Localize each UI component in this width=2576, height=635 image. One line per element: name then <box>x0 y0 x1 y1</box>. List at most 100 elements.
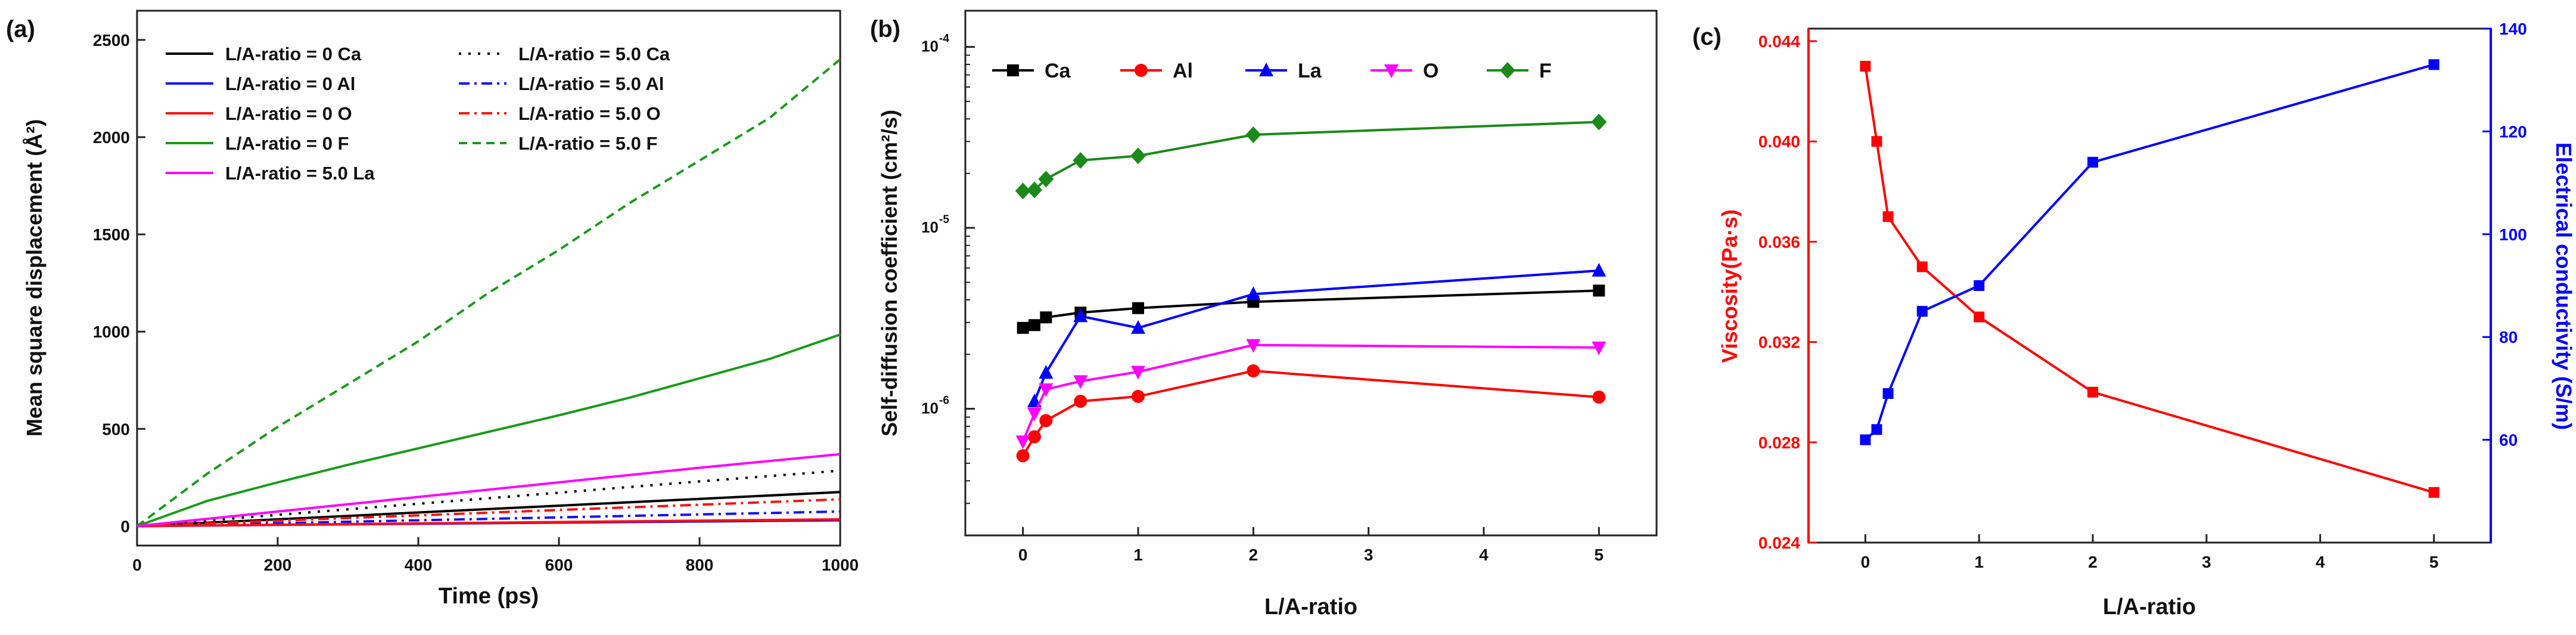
panel-b-data-point <box>1039 365 1054 379</box>
panel-b-y-tick-exponent: -5 <box>939 213 949 226</box>
panel-c-left-tick-label: 0.044 <box>1758 32 1800 51</box>
panel-a-legend-label: L/A-ratio = 5.0 La <box>225 163 375 184</box>
panel-c-x-tick-label: 0 <box>1861 553 1870 571</box>
panel-c-left-tick-label: 0.040 <box>1758 132 1800 151</box>
panel-a-legend: L/A-ratio = 0 Ca L/A-ratio = 0 Al L/A-rati… <box>166 44 670 184</box>
panel-b-data-point <box>1016 449 1030 463</box>
panel-b-legend-marker <box>1007 64 1019 76</box>
panel-c-data-point <box>1871 136 1882 147</box>
panel-c-data-point <box>1882 211 1894 222</box>
panel-a-legend-label: L/A-ratio = 5.0 F <box>518 133 657 154</box>
panel-a-y-tick-label: 1500 <box>93 225 130 244</box>
panel-a-legend-label: L/A-ratio = 5.0 O <box>518 103 661 124</box>
panel-b-y-tick-exponent: -4 <box>939 33 949 45</box>
panel-c-data-point <box>2428 59 2440 70</box>
panel-b-data-point <box>1592 391 1606 404</box>
panel-b-legend-marker <box>1384 64 1399 78</box>
panel-a-series <box>136 58 841 528</box>
panel-b-legend-marker <box>1135 64 1148 77</box>
panel-a-x-tick-label: 800 <box>686 556 714 574</box>
panel-a-x-tick-label: 1000 <box>822 556 859 574</box>
panel-c-x-axis-title: L/A-ratio <box>2103 594 2196 619</box>
panel-b-data-point <box>1132 302 1144 314</box>
panel-a-x-axis-title: Time (ps) <box>439 584 539 609</box>
panel-b-series <box>1015 113 1607 463</box>
panel-c-data-point <box>1916 261 1928 272</box>
panel-c-x-tick-label: 5 <box>2429 553 2439 571</box>
panel-a-legend-label: L/A-ratio = 0 Ca <box>225 44 362 64</box>
panel-b-legend-label: Ca <box>1045 60 1071 82</box>
panel-a-legend-label: L/A-ratio = 0 F <box>225 133 349 154</box>
panel-c-left-axis-title: Viscosity(Pa·s) <box>1717 209 1742 363</box>
panel-c-data-point <box>1974 280 1985 291</box>
panel-a-y-tick-label: 2000 <box>93 128 130 147</box>
panel-a-series-line <box>136 498 841 528</box>
panel-c-left-tick-label: 0.028 <box>1758 433 1800 452</box>
panel-b-data-point <box>1039 383 1054 398</box>
panel-c-left-tick-label: 0.036 <box>1758 233 1800 251</box>
panel-a-y-tick-label: 0 <box>120 517 130 535</box>
panel-b-legend-marker <box>1259 63 1273 76</box>
panel-c-x-tick-label: 1 <box>1974 553 1984 571</box>
panel-b-x-tick-label: 2 <box>1249 546 1259 564</box>
panel-c-data-point <box>2087 157 2099 168</box>
panel-a-plot-frame <box>136 10 841 547</box>
panel-c-data-point <box>1974 311 1985 323</box>
panel-c-series-line <box>1865 63 2435 441</box>
panel-c-right-tick-label: 80 <box>2499 328 2518 346</box>
panel-b-data-point <box>1132 389 1145 403</box>
panel-a-legend-label: L/A-ratio = 5.0 Ca <box>518 44 670 64</box>
panel-a-legend-label: L/A-ratio = 0 O <box>225 103 352 124</box>
panel-c-x-tick-label: 3 <box>2202 553 2211 571</box>
panel-b-legend: Ca Al La O F <box>992 60 1552 82</box>
panel-b-data-point <box>1592 262 1606 277</box>
panel-a-x-tick-label: 200 <box>264 556 292 574</box>
panel-a-y-tick-label: 500 <box>102 420 130 438</box>
panel-a-y-tick-label: 1000 <box>93 323 130 341</box>
panel-b-data-point <box>1592 341 1606 355</box>
panel-c-series <box>1860 59 2440 498</box>
panel-c-right-tick-label: 140 <box>2499 20 2527 38</box>
panel-b-legend-label: F <box>1539 60 1552 82</box>
panel-a-series-line <box>136 510 841 528</box>
panel-b-data-point <box>1038 171 1054 188</box>
panel-b-data-point <box>1027 407 1042 422</box>
panel-b-series-line <box>1023 120 1599 193</box>
panel-b-data-point <box>1039 414 1053 428</box>
panel-c-plot-frame <box>1807 27 2492 544</box>
panel-a-x-tick-label: 600 <box>545 556 573 574</box>
panel-b-data-point <box>1130 147 1146 165</box>
panel-b-x-tick-label: 5 <box>1595 546 1604 564</box>
panel-a-series-line <box>136 453 841 528</box>
panel-c-right-tick-label: 100 <box>2499 225 2527 244</box>
panel-a-x-tick-label: 0 <box>132 556 142 574</box>
panel-b-series-line <box>1021 369 1599 457</box>
panel-b-x-tick-label: 1 <box>1133 546 1143 564</box>
panel-a-legend-label: L/A-ratio = 0 Al <box>225 73 355 94</box>
panel-b-plot-frame <box>964 10 1658 537</box>
panel-b-legend-marker <box>1500 62 1515 79</box>
panel-b-x-tick-label: 3 <box>1364 546 1374 564</box>
panel-c-data-point <box>2428 487 2440 498</box>
panel-b-y-axis-title: Self-diffusion coefficient (cm²/s) <box>877 110 902 436</box>
panel-b-data-point <box>1028 430 1041 444</box>
panel-b-data-point <box>1246 286 1261 301</box>
panel-c-data-point <box>1916 306 1928 317</box>
panel-c-series-line <box>1864 66 2435 494</box>
panel-b-data-point <box>1247 364 1260 378</box>
panel-c-axes: 0 1 2 3 4 5 0.024 0.028 0.032 0.036 0.040 0.044 60 80… <box>1758 20 2527 571</box>
panel-a: (a) 0 200 400 600 800 1000 0 500 1000 1500 2000 250… <box>6 10 859 609</box>
panel-b-x-axis-title: L/A-ratio <box>1264 594 1357 619</box>
panel-c-data-point <box>1882 388 1894 399</box>
panel-a-y-axis-title: Mean square displacement (Å²) <box>22 119 46 436</box>
panel-c-label: (c) <box>1692 24 1722 50</box>
panel-b-data-point <box>1073 375 1088 389</box>
panel-a-x-tick-label: 400 <box>405 556 433 574</box>
panel-b-label: (b) <box>870 16 900 42</box>
panel-b-x-tick-label: 0 <box>1018 546 1028 564</box>
panel-b-x-tick-label: 4 <box>1479 546 1489 564</box>
panel-a-series-line <box>136 58 841 528</box>
panel-b-legend-label: La <box>1298 60 1322 82</box>
panel-b-data-point <box>1246 339 1261 353</box>
